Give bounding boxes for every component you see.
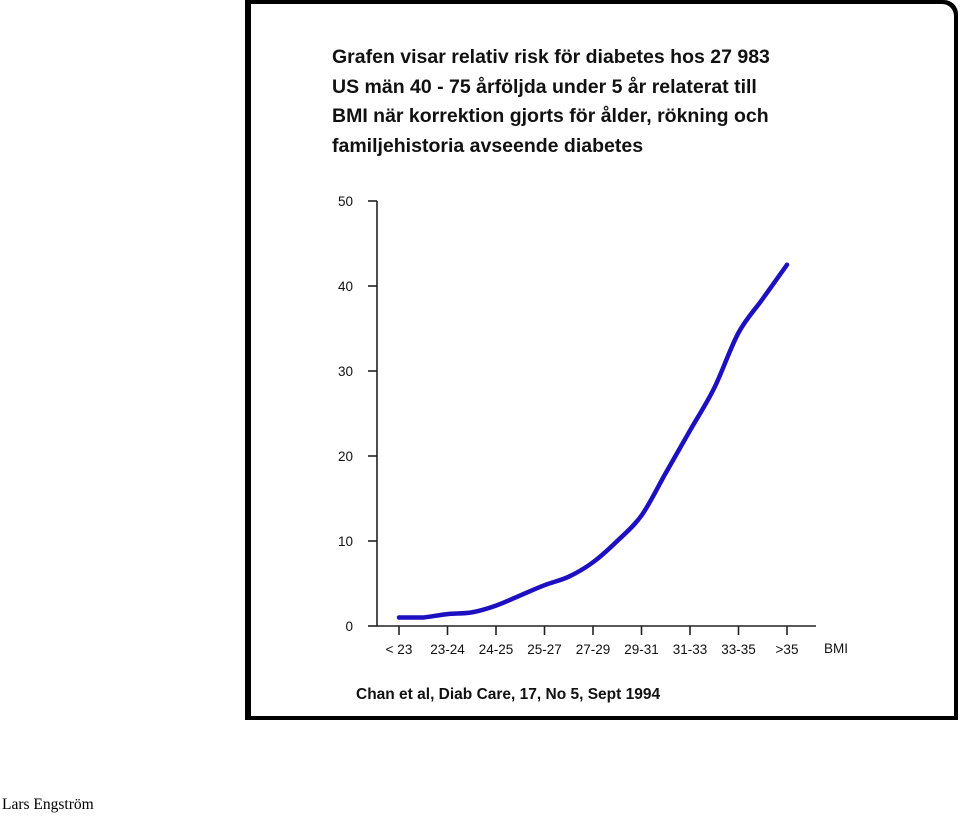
y-tick-label: 10: [338, 534, 353, 549]
title-line: BMI när korrektion gjorts för ålder, rök…: [332, 105, 769, 127]
x-axis-label: BMI: [824, 641, 848, 656]
x-tick-label: 33-35: [721, 642, 756, 657]
x-tick-label: 23-24: [430, 642, 465, 657]
x-axis: < 23 23-24 24-25 25-27 27-29 29-31 31-33 33-35 >…: [377, 625, 848, 657]
y-tick-label: 50: [338, 194, 353, 209]
author-footer: Lars Engström: [2, 796, 94, 813]
x-tick-label: < 23: [386, 642, 413, 657]
x-tick-label: 31-33: [673, 642, 708, 657]
figure-panel: [251, 4, 954, 716]
x-tick-label: 24-25: [479, 642, 514, 657]
x-tick-label: 29-31: [624, 642, 659, 657]
source-citation: Chan et al, Diab Care, 17, No 5, Sept 19…: [356, 686, 661, 703]
x-tick-label: 27-29: [576, 642, 611, 657]
y-tick-label: 0: [345, 619, 353, 634]
series: [396, 262, 790, 620]
relative-risk-line: [396, 262, 790, 620]
title-line: familjehistoria avseende diabetes: [332, 134, 644, 157]
x-tick-label: 25-27: [527, 642, 562, 657]
title-line: Grafen visar relativ risk för diabetes h…: [332, 46, 770, 68]
y-tick-label: 30: [338, 364, 353, 379]
y-tick-label: 20: [338, 449, 353, 464]
title-line: US män 40 - 75 årföljda under 5 år relat…: [332, 75, 757, 98]
x-tick-label: >35: [776, 642, 799, 657]
y-tick-label: 40: [338, 279, 353, 294]
chart-title: Grafen visar relativ risk för diabetes h…: [332, 43, 892, 161]
y-axis: 0 10 20 30 40 50: [338, 194, 378, 634]
